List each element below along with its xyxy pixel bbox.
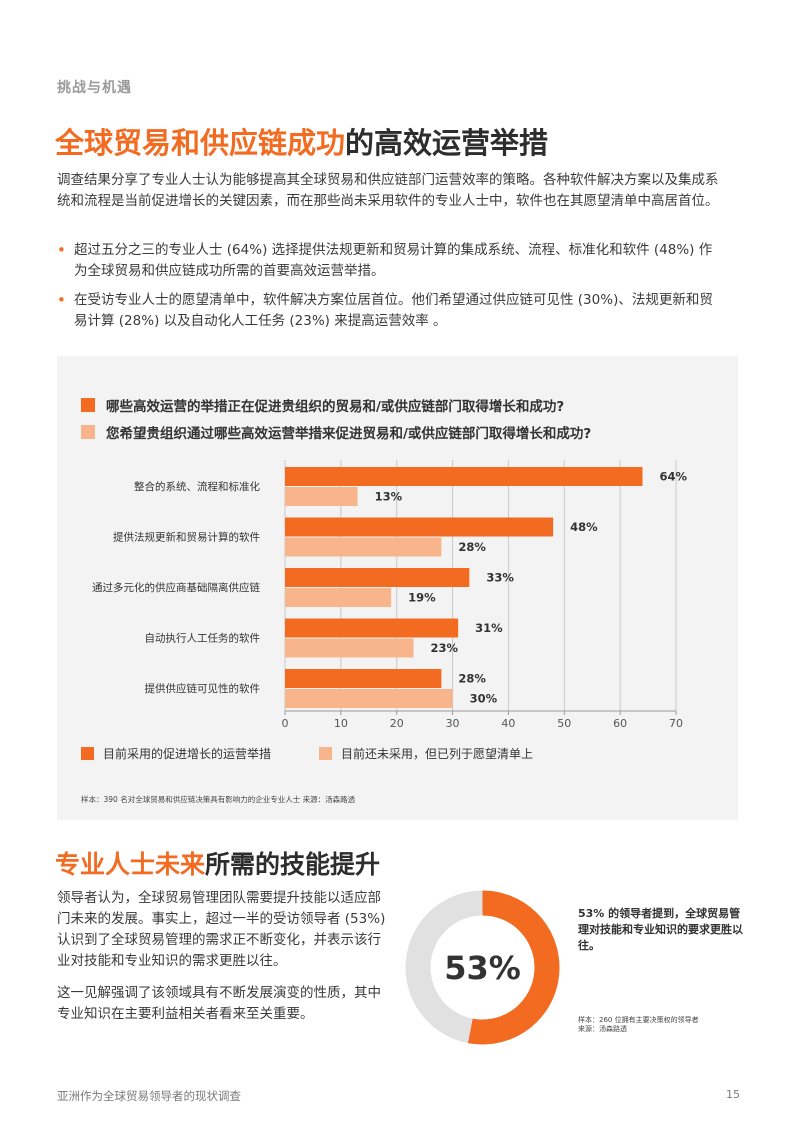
chart-question-current-text: 哪些高效运营的举措正在促进贵组织的贸易和/或供应链部门取得增长和成功? [106,399,565,415]
bullet-text: 超过五分之三的专业人士 (64%) 选择提供法规更新和贸易计算的集成系统、流程、… [74,242,713,279]
x-tick-label: 70 [669,717,683,730]
bullet-dot-icon: • [57,241,66,259]
donut-center-label: 53% [444,949,521,987]
donut-value-arc [405,890,560,1045]
bar-wishlist [285,689,453,708]
page-title-rest: 的高效运营举措 [345,126,549,160]
intro-paragraph: 调查结果分享了专业人士认为能够提高其全球贸易和供应链部门运营效率的策略。各种软件… [57,172,719,209]
chart-panel: 哪些高效运营的举措正在促进贵组织的贸易和/或供应链部门取得增长和成功? 您希望贵… [57,356,738,820]
category-label: 通过多元化的供应商基础隔离供应链 [92,581,260,594]
bar-current [285,568,470,587]
page-title-highlight: 全球贸易和供应链成功 [55,126,346,160]
legend-current-label: 目前采用的促进增长的运营举措 [103,747,272,761]
skills-paragraph-2: 这一见解强调了该领域具有不断发展演变的性质，其中专业知识在主要利益相关者看来至关… [57,985,381,1022]
bullet-text: 在受访专业人士的愿望清单中，软件解决方案位居首位。他们希望通过供应链可见性 (3… [74,292,713,329]
x-tick-label: 60 [613,717,627,730]
legend-wishlist-label: 目前还未采用，但已列于愿望清单上 [341,747,534,761]
donut-note: 样本：260 位拥有主要决策权的领导者 来源：汤森路透 [578,1016,699,1034]
bar-current [285,669,442,688]
legend-current-swatch-icon [81,747,94,760]
bar-wishlist [285,487,358,506]
donut-callout: 53% 的领导者提到，全球贸易管理对技能和专业知识的要求更胜以往。 [578,907,743,952]
legend-wishlist-swatch-icon [319,747,332,760]
data-label: 28% [458,540,486,554]
data-label: 28% [458,672,486,686]
bullet-item: • 超过五分之三的专业人士 (64%) 选择提供法规更新和贸易计算的集成系统、流程… [57,240,722,281]
x-tick-label: 10 [334,717,348,730]
legend-swatch-current-icon [81,398,95,412]
section-label: 挑战与机遇 [57,80,132,96]
bar-current [285,467,643,486]
data-label: 64% [659,470,687,484]
category-label: 整合的系统、流程和标准化 [134,480,260,493]
bullet-list: • 超过五分之三的专业人士 (64%) 选择提供法规更新和贸易计算的集成系统、流程… [57,240,722,340]
legend-current: 目前采用的促进增长的运营举措 [81,745,271,762]
legend-swatch-wishlist-icon [81,425,95,439]
bullet-item: • 在受访专业人士的愿望清单中，软件解决方案位居首位。他们希望通过供应链可见性 (… [57,290,722,331]
page-number: 15 [726,1088,740,1101]
data-label: 33% [486,571,514,585]
bar-wishlist [285,638,414,658]
category-label: 提供法规更新和贸易计算的软件 [113,531,260,544]
bar-wishlist [285,588,392,607]
page-title: 全球贸易和供应链成功的高效运营举措 [55,120,548,162]
x-tick-label: 30 [446,717,460,730]
footer-title: 亚洲作为全球贸易领导者的现状调查 [57,1089,241,1103]
data-label: 13% [375,490,403,504]
data-label: 48% [570,520,598,534]
skills-text: 领导者认为，全球贸易管理团队需要提升技能以适应部门未来的发展。事实上，超过一半的… [57,888,387,1036]
donut-chart: 53% [405,890,560,1045]
category-label: 自动执行人工任务的软件 [145,632,261,645]
section-title: 专业人士未来所需的技能提升 [55,845,380,881]
bar-current [285,618,459,638]
x-tick-label: 0 [282,717,289,730]
category-label: 提供供应链可见性的软件 [145,682,261,695]
bar-wishlist [285,537,442,557]
chart-question-current: 哪些高效运营的举措正在促进贵组织的贸易和/或供应链部门取得增长和成功? [81,395,564,415]
data-label: 30% [470,692,498,706]
section-title-highlight: 专业人士未来 [55,850,206,879]
data-label: 19% [408,591,436,605]
x-tick-label: 50 [557,717,571,730]
data-label: 31% [475,621,503,635]
legend-wishlist: 目前还未采用，但已列于愿望清单上 [319,745,533,762]
bar-current [285,517,554,537]
skills-paragraph-1: 领导者认为，全球贸易管理团队需要提升技能以适应部门未来的发展。事实上，超过一半的… [57,890,386,969]
data-label: 23% [430,641,458,655]
chart-question-wishlist-text: 您希望贵组织通过哪些高效运营举措来促进贸易和/或供应链部门取得增长和成功? [106,426,592,442]
donut-note-source: 来源：汤森路透 [578,1025,627,1033]
bullet-dot-icon: • [57,291,66,309]
bar-chart: 0 10 20 30 40 50 60 70 整合的系统、流程和标准化 64% 13% 提供法规更新和… [92,460,687,730]
donut-note-sample: 样本：260 位拥有主要决策权的领导者 [578,1016,699,1024]
chart-question-wishlist: 您希望贵组织通过哪些高效运营举措来促进贸易和/或供应链部门取得增长和成功? [81,422,591,442]
chart-source-note: 样本：390 名对全球贸易和供应链决策具有影响力的企业专业人士 来源：汤森路透 [81,795,356,804]
x-tick-label: 40 [501,717,515,730]
x-tick-label: 20 [390,717,404,730]
section-title-rest: 所需的技能提升 [205,850,381,879]
